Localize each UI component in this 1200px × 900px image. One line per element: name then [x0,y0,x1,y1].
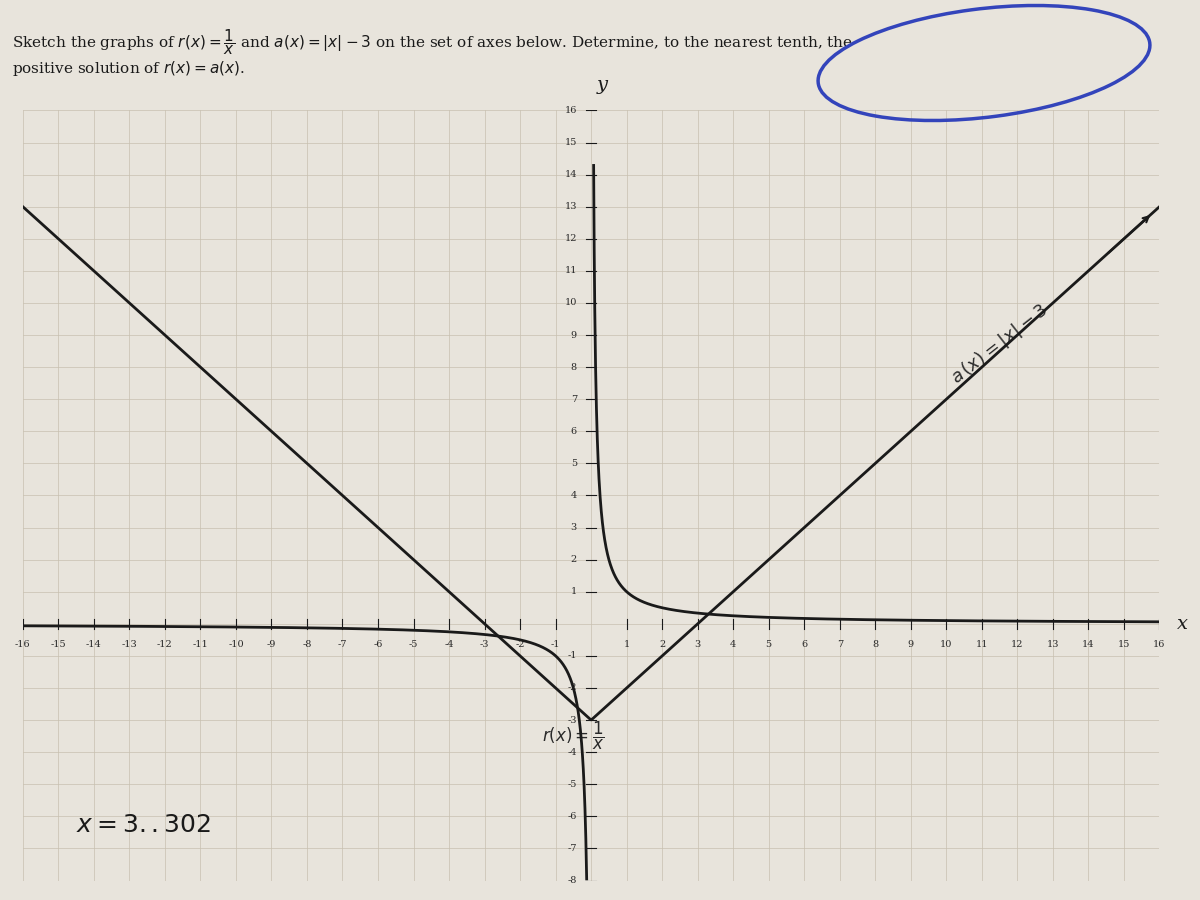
Text: -14: -14 [86,640,102,649]
Text: -12: -12 [157,640,173,649]
Text: 12: 12 [564,234,577,243]
Text: 16: 16 [1153,640,1165,649]
Text: 14: 14 [1082,640,1094,649]
Text: 9: 9 [907,640,914,649]
Text: 7: 7 [571,395,577,404]
Text: -2: -2 [568,683,577,692]
Text: -1: -1 [568,652,577,661]
Text: $a\,(x)=|x|-3$: $a\,(x)=|x|-3$ [947,300,1052,389]
Text: 15: 15 [564,138,577,147]
Text: 12: 12 [1012,640,1024,649]
Text: -6: -6 [568,812,577,821]
Text: 11: 11 [564,266,577,275]
Text: 13: 13 [1046,640,1060,649]
Text: -7: -7 [568,844,577,853]
Text: 16: 16 [564,106,577,115]
Text: 9: 9 [571,330,577,339]
Text: 7: 7 [836,640,842,649]
Text: 11: 11 [976,640,988,649]
Text: -8: -8 [302,640,312,649]
Text: 10: 10 [564,299,577,308]
Text: -1: -1 [551,640,560,649]
Text: x: x [1177,615,1188,633]
Text: 10: 10 [940,640,953,649]
Text: Sketch the graphs of $r(x) = \dfrac{1}{x}$ and $a(x) = |x| - 3$ on the set of ax: Sketch the graphs of $r(x) = \dfrac{1}{x… [12,27,853,57]
Text: $r(x) = \dfrac{1}{x}$: $r(x) = \dfrac{1}{x}$ [542,720,605,752]
Text: -11: -11 [192,640,209,649]
Text: -4: -4 [568,748,577,757]
Text: -9: -9 [266,640,276,649]
Text: 4: 4 [571,491,577,500]
Text: -7: -7 [337,640,347,649]
Text: 15: 15 [1117,640,1130,649]
Text: 5: 5 [766,640,772,649]
Text: 5: 5 [571,459,577,468]
Text: 6: 6 [571,427,577,436]
Text: -13: -13 [121,640,137,649]
Text: 8: 8 [872,640,878,649]
Text: -3: -3 [480,640,490,649]
Text: -3: -3 [568,716,577,724]
Text: -2: -2 [515,640,524,649]
Text: 6: 6 [802,640,808,649]
Text: -15: -15 [50,640,66,649]
Text: 13: 13 [564,202,577,211]
Text: -4: -4 [444,640,454,649]
Text: 4: 4 [730,640,737,649]
Text: positive solution of $r(x) = a(x)$.: positive solution of $r(x) = a(x)$. [12,58,245,77]
Text: -5: -5 [409,640,419,649]
Text: -16: -16 [14,640,31,649]
Text: -8: -8 [568,876,577,885]
Text: y: y [596,76,607,94]
Text: 2: 2 [571,555,577,564]
Text: 1: 1 [624,640,630,649]
Text: 2: 2 [659,640,665,649]
Text: -6: -6 [373,640,383,649]
Text: 1: 1 [571,587,577,596]
Text: 3: 3 [571,523,577,532]
Text: 14: 14 [564,170,577,179]
Text: $x = 3..302$: $x = 3..302$ [76,814,211,837]
Text: 8: 8 [571,363,577,372]
Text: 3: 3 [695,640,701,649]
Text: -5: -5 [568,779,577,788]
Text: -10: -10 [228,640,244,649]
